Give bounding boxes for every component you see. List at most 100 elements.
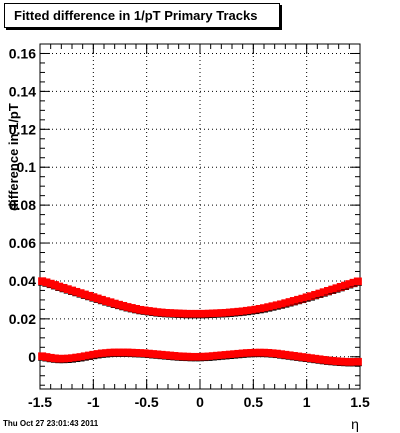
data-point <box>80 352 89 361</box>
data-point <box>324 356 332 365</box>
x-tick-label: 0 <box>196 394 204 410</box>
data-point <box>260 348 268 357</box>
data-point <box>97 349 106 358</box>
data-point <box>178 352 187 361</box>
x-tick-label: 1.5 <box>350 394 370 410</box>
y-tick-label: 0.12 <box>9 121 36 137</box>
data-point <box>166 351 175 360</box>
x-tick-label: -1.5 <box>28 394 52 410</box>
data-point <box>93 294 102 303</box>
data-point <box>328 285 337 294</box>
data-point <box>247 306 256 315</box>
data-point <box>238 349 247 358</box>
data-point <box>264 303 273 312</box>
data-point <box>353 357 362 366</box>
data-point <box>153 308 162 317</box>
data-point <box>85 351 94 360</box>
data-point <box>183 352 192 361</box>
data-point <box>187 309 196 318</box>
data-point <box>50 281 59 290</box>
data-point <box>119 301 128 310</box>
data-point <box>153 350 162 359</box>
data-point <box>140 306 149 315</box>
data-point <box>277 350 286 359</box>
data-point <box>76 353 85 362</box>
data-point <box>136 305 145 314</box>
data-point <box>242 349 251 358</box>
data-point <box>277 300 286 309</box>
data-point <box>136 349 145 358</box>
y-tick-label: 0.14 <box>9 83 36 99</box>
data-point <box>123 348 132 357</box>
data-point <box>238 307 247 316</box>
data-point <box>183 309 192 318</box>
y-tick-label: 0.04 <box>9 273 36 289</box>
data-point <box>132 348 140 357</box>
data-point <box>251 305 260 314</box>
data-point <box>170 352 179 361</box>
data-point <box>114 348 123 357</box>
y-tick-label: 0.16 <box>9 45 36 61</box>
data-point <box>140 349 149 358</box>
y-tick-label: 0 <box>28 349 36 365</box>
data-point <box>225 308 234 317</box>
data-point <box>306 292 315 301</box>
data-point <box>196 309 204 318</box>
data-point <box>242 306 251 315</box>
data-point <box>332 357 341 366</box>
data-point <box>349 278 358 287</box>
x-axis-label: η <box>351 416 359 432</box>
data-point <box>345 280 354 289</box>
data-point <box>268 302 277 311</box>
data-point <box>149 350 158 359</box>
data-point <box>221 351 230 360</box>
data-point <box>119 348 128 357</box>
data-point <box>89 350 98 359</box>
data-point <box>208 309 217 318</box>
data-point <box>255 305 264 314</box>
data-point <box>204 352 213 361</box>
data-point <box>294 295 303 304</box>
data-point <box>42 353 51 362</box>
x-tick-label: 1 <box>303 394 311 410</box>
data-point <box>144 349 153 358</box>
data-point <box>196 352 204 361</box>
data-point <box>59 283 68 292</box>
data-point <box>336 283 345 292</box>
data-point <box>204 309 213 318</box>
data-point <box>298 294 307 303</box>
y-tick-label: 0.08 <box>9 197 36 213</box>
data-point <box>328 356 337 365</box>
data-point <box>221 308 230 317</box>
data-point <box>247 348 256 357</box>
data-point <box>217 309 226 318</box>
data-point <box>336 357 345 366</box>
data-point <box>50 354 59 363</box>
data-point <box>76 289 85 298</box>
data-point <box>230 308 239 317</box>
data-point <box>298 353 307 362</box>
data-point <box>55 354 64 363</box>
data-point <box>89 293 98 302</box>
axis-ticks <box>39 43 361 389</box>
data-point <box>110 348 119 357</box>
data-point <box>46 353 55 362</box>
data-point <box>170 309 179 318</box>
data-point <box>63 285 72 294</box>
data-point <box>289 352 298 361</box>
data-point <box>311 354 320 363</box>
data-point <box>345 358 354 367</box>
data-point <box>187 352 196 361</box>
data-point <box>272 349 281 358</box>
data-point <box>102 297 111 306</box>
data-point <box>264 348 273 357</box>
data-point <box>127 348 136 357</box>
data-point <box>315 355 324 364</box>
data-point <box>230 350 239 359</box>
data-point <box>306 354 315 363</box>
data-point <box>85 291 94 300</box>
data-point <box>200 352 209 361</box>
data-point <box>200 309 209 318</box>
data-point <box>38 352 47 361</box>
